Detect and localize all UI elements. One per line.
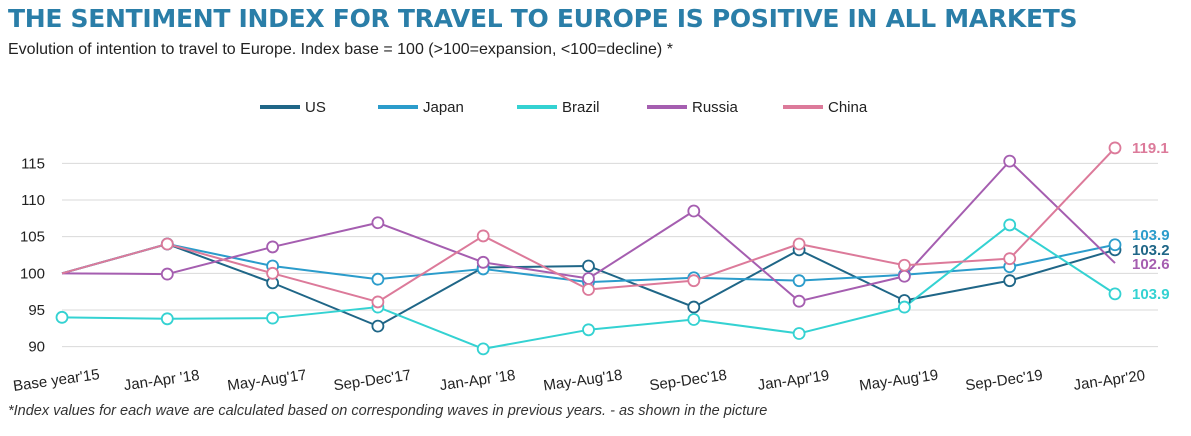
y-tick-label: 100 (20, 265, 45, 282)
data-point-brazil (898, 300, 911, 314)
end-value-label: 119.1 (1132, 140, 1169, 157)
legend-label-us: US (305, 99, 326, 116)
y-tick-label: 110 (21, 192, 45, 209)
data-point-japan (1108, 238, 1122, 252)
y-tick-label: 95 (28, 302, 45, 319)
data-point-china (371, 295, 385, 309)
x-tick-label: Sep-Dec'18 (648, 367, 728, 395)
data-point-china (687, 274, 701, 288)
chart-subtitle: Evolution of intention to travel to Euro… (8, 41, 673, 58)
series-markers (55, 141, 1122, 356)
x-tick-label: Sep-Dec'17 (333, 367, 413, 395)
data-point-china (898, 258, 911, 272)
data-point-japan (371, 272, 385, 286)
end-value-label: 102.6 (1132, 256, 1170, 273)
data-point-japan (792, 274, 806, 288)
legend-label-china: China (828, 99, 868, 116)
data-point-russia (792, 294, 806, 308)
x-tick-label: Sep-Dec'19 (964, 367, 1044, 395)
data-point-us (371, 319, 385, 333)
legend: US Japan Brazil Russia China (260, 99, 868, 116)
data-point-russia (266, 240, 280, 254)
data-point-china (1003, 252, 1017, 266)
legend-label-russia: Russia (692, 99, 739, 116)
data-point-china (476, 229, 490, 243)
end-value-label: 103.2 (1132, 242, 1170, 259)
data-point-russia (898, 269, 911, 283)
data-point-russia (1003, 154, 1017, 168)
y-tick-label: 90 (28, 339, 45, 356)
data-point-us (687, 300, 701, 314)
x-tick-label: Jan-Apr '18 (439, 367, 517, 394)
data-point-china (160, 237, 174, 251)
data-point-china (792, 237, 806, 251)
x-tick-label: Jan-Apr '18 (123, 367, 201, 394)
x-tick-label: May-Aug'17 (226, 367, 307, 395)
end-value-label: 103.9 (1132, 286, 1170, 303)
data-point-brazil (476, 342, 490, 356)
data-point-brazil (266, 311, 280, 325)
x-tick-label: May-Aug'18 (542, 367, 623, 395)
data-point-china (582, 283, 595, 296)
data-point-china (266, 266, 280, 280)
data-point-us (582, 259, 595, 273)
legend-label-japan: Japan (423, 99, 464, 116)
chart-title: THE SENTIMENT INDEX FOR TRAVEL TO EUROPE… (8, 4, 1078, 33)
y-tick-label: 115 (21, 155, 45, 172)
data-point-russia (687, 204, 701, 218)
end-value-label: 103.9 (1132, 227, 1170, 244)
data-point-russia (160, 267, 174, 281)
grid-layer (62, 162, 1158, 348)
legend-label-brazil: Brazil (562, 99, 600, 116)
data-point-brazil (1108, 287, 1122, 301)
x-axis-tick-labels: Base year'15 Jan-Apr '18 May-Aug'17 Sep-Dec… (12, 366, 1146, 395)
x-tick-label: Jan-Apr'19 (757, 367, 831, 394)
series-lines (61, 147, 1116, 350)
data-point-brazil (792, 327, 806, 340)
y-tick-label: 105 (20, 229, 45, 246)
data-point-us (1003, 274, 1017, 288)
data-point-china (1108, 141, 1122, 155)
data-point-brazil (55, 310, 69, 324)
data-point-brazil (1003, 218, 1017, 232)
y-axis-tick-labels: 90 95 100 105 110 115 (20, 155, 45, 355)
data-point-brazil (687, 313, 701, 326)
data-point-brazil (160, 312, 174, 326)
data-point-russia (476, 255, 490, 269)
x-tick-label: Base year'15 (12, 366, 101, 395)
x-tick-label: May-Aug'19 (858, 367, 939, 395)
data-point-brazil (582, 323, 595, 337)
data-point-russia (582, 272, 595, 285)
footnote: *Index values for each wave are calculat… (8, 403, 768, 419)
x-tick-label: Jan-Apr'20 (1073, 367, 1147, 394)
data-point-russia (371, 216, 385, 230)
